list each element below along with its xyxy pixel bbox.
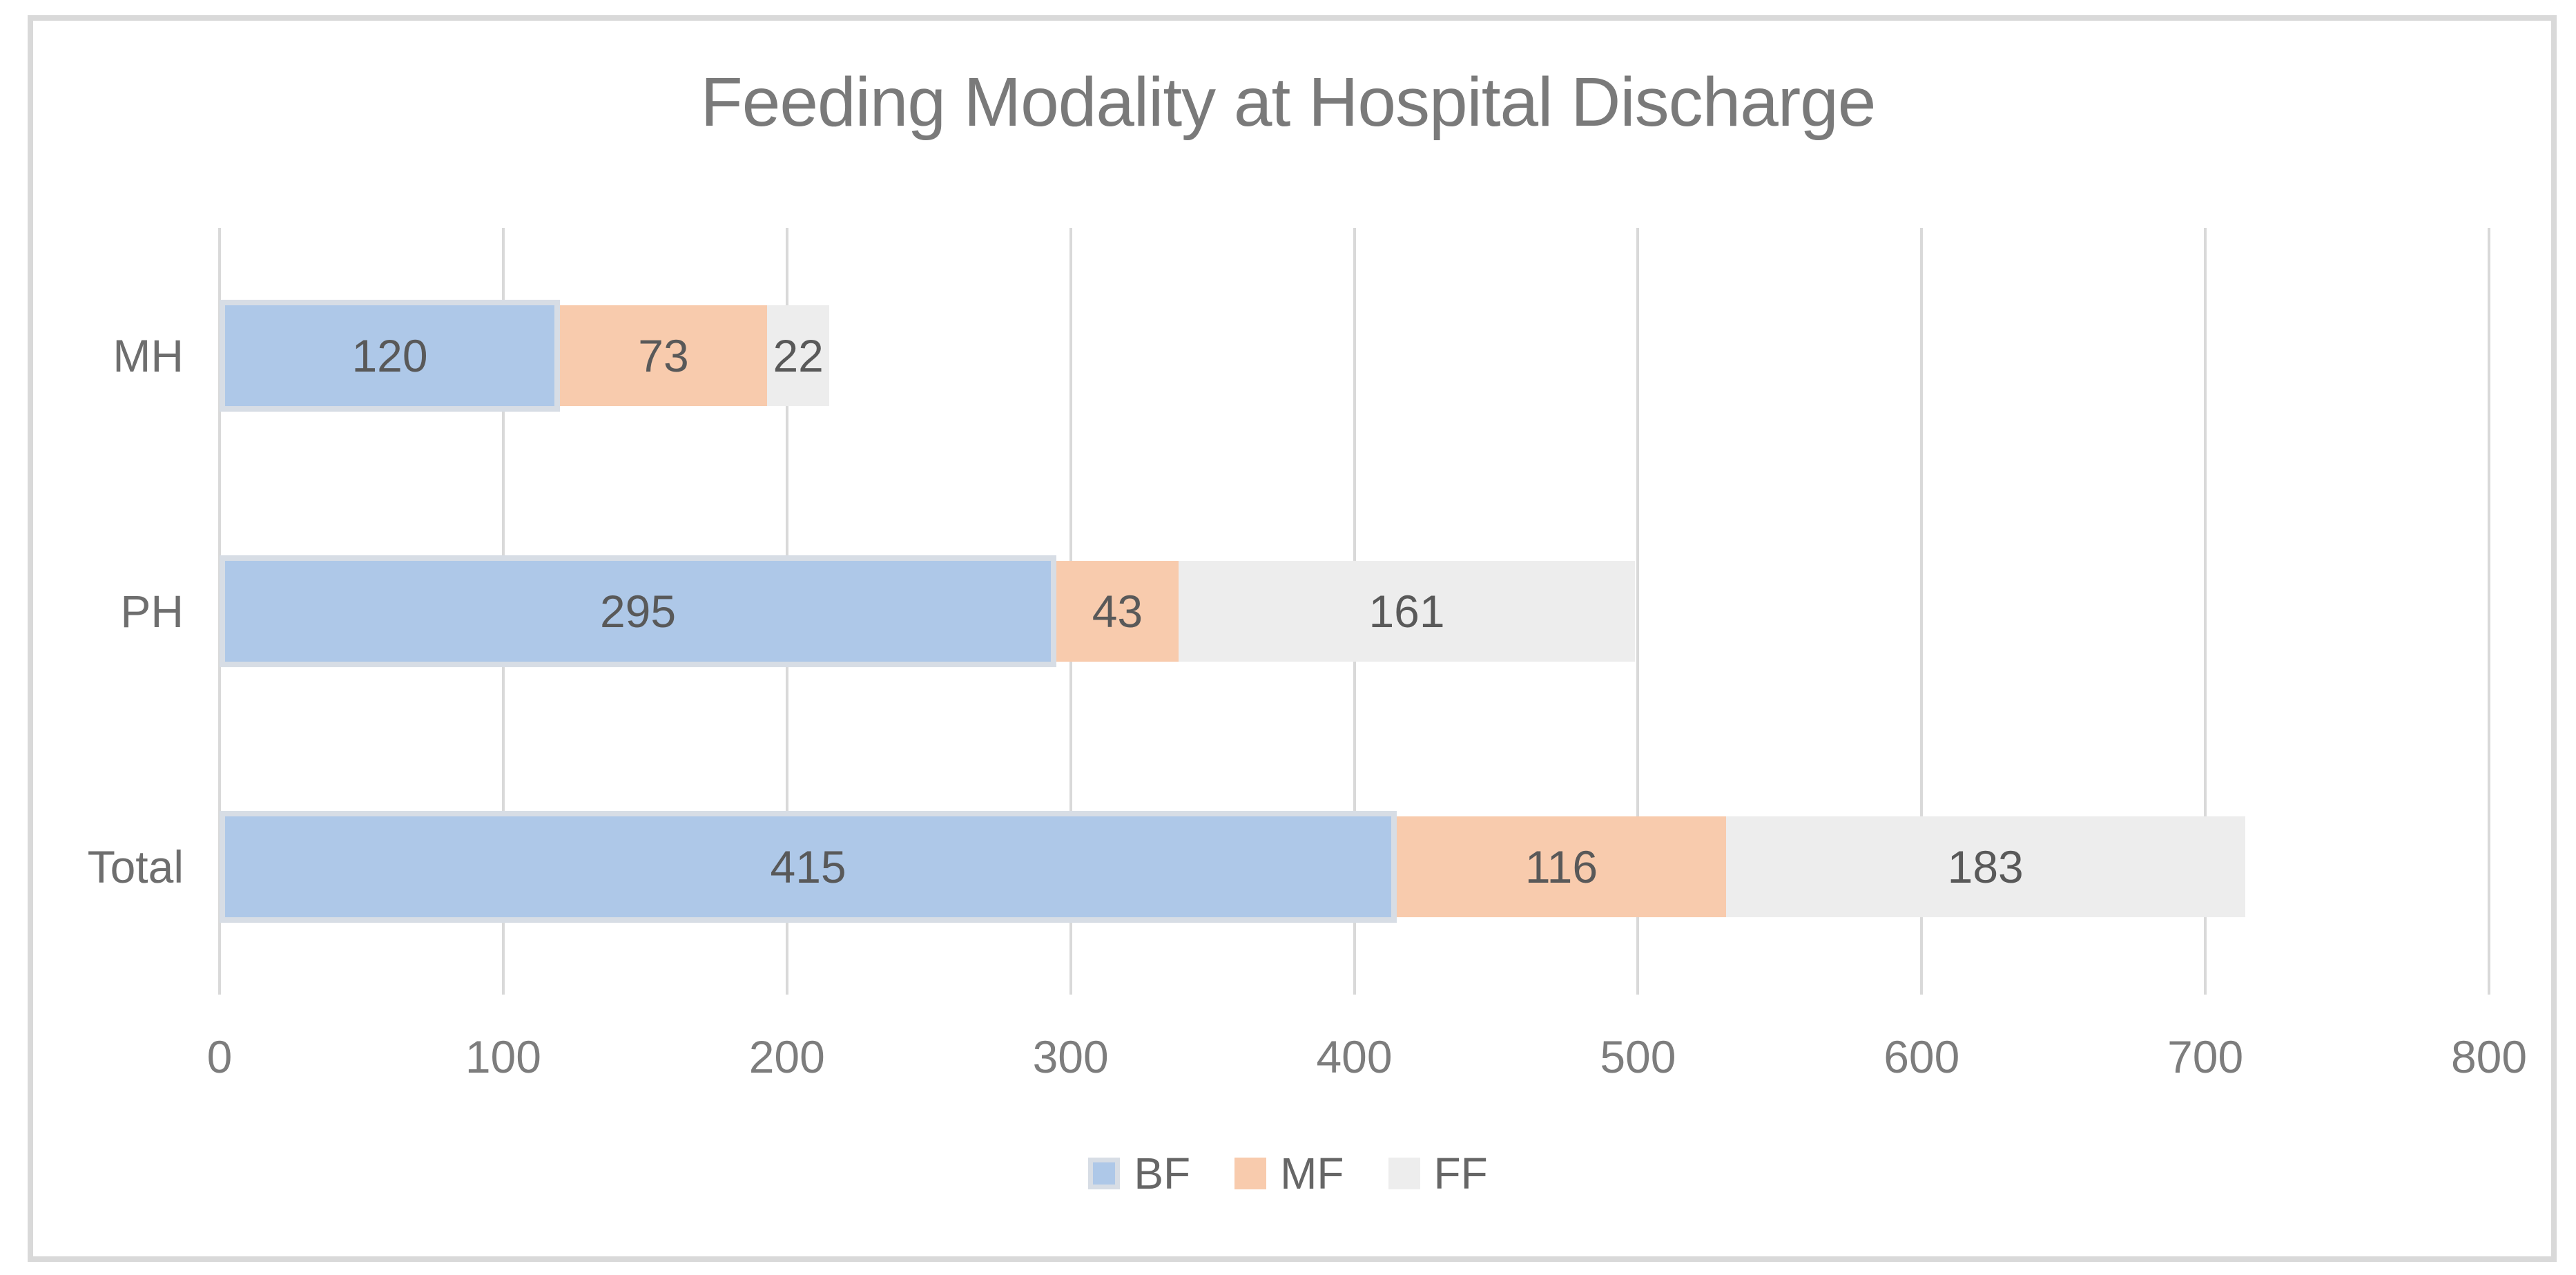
bar-segment-mf-total: 116 xyxy=(1397,816,1726,917)
x-tick-label: 400 xyxy=(1316,1031,1393,1082)
bar-row-mh: 120 73 22 xyxy=(220,300,830,412)
data-label: 295 xyxy=(599,586,677,637)
x-tick-label: 300 xyxy=(1032,1031,1109,1082)
x-tick-label: 600 xyxy=(1883,1031,1960,1082)
data-label: 22 xyxy=(773,330,824,381)
x-tick-label: 700 xyxy=(2167,1031,2244,1082)
data-label: 161 xyxy=(1368,586,1445,637)
bar-segment-ff-ph: 161 xyxy=(1178,561,1636,662)
x-tick-label: 500 xyxy=(1600,1031,1676,1082)
data-label: 73 xyxy=(638,330,689,381)
data-label: 43 xyxy=(1092,586,1143,637)
bar-segment-ff-total: 183 xyxy=(1725,816,2245,917)
legend-item-bf: BF xyxy=(1088,1148,1190,1199)
bar-segment-mf-mh: 73 xyxy=(560,305,767,406)
legend-item-ff: FF xyxy=(1388,1148,1488,1199)
data-label: 116 xyxy=(1524,841,1598,892)
legend-label-ff: FF xyxy=(1433,1149,1488,1198)
x-tick-label: 0 xyxy=(206,1031,233,1082)
bar-segment-bf-mh: 120 xyxy=(220,300,561,412)
category-label-total: Total xyxy=(87,841,184,892)
legend-item-mf: MF xyxy=(1234,1148,1344,1199)
bar-segment-bf-ph: 295 xyxy=(220,555,1057,667)
bar-segment-ff-mh: 22 xyxy=(766,305,830,406)
bar-segment-bf-total: 415 xyxy=(220,811,1397,923)
chart-title: Feeding Modality at Hospital Discharge xyxy=(700,64,1877,141)
bar-row-ph: 295 43 161 xyxy=(220,555,1636,667)
gridline xyxy=(1920,228,1924,995)
x-tick-label: 200 xyxy=(748,1031,825,1082)
x-tick-label: 800 xyxy=(2450,1031,2528,1082)
category-label-mh: MH xyxy=(113,330,184,381)
legend: BF MF FF xyxy=(0,1148,2576,1199)
bar-segment-mf-ph: 43 xyxy=(1056,561,1179,662)
gridline xyxy=(2488,228,2490,995)
x-tick-label: 100 xyxy=(465,1031,541,1082)
data-label: 120 xyxy=(351,330,428,381)
legend-swatch-ff xyxy=(1388,1158,1420,1189)
data-label: 415 xyxy=(770,841,846,892)
plot-area: 120 73 22 295 43 161 415 116 183 xyxy=(218,228,2490,995)
gridline xyxy=(1636,228,1640,995)
gridline xyxy=(2204,228,2207,995)
legend-label-bf: BF xyxy=(1134,1149,1191,1198)
legend-label-mf: MF xyxy=(1280,1149,1344,1198)
bar-row-total: 415 116 183 xyxy=(220,811,2245,923)
category-label-ph: PH xyxy=(120,586,184,637)
legend-swatch-bf xyxy=(1088,1158,1121,1189)
data-label: 183 xyxy=(1947,841,2024,892)
legend-swatch-mf xyxy=(1234,1158,1267,1189)
